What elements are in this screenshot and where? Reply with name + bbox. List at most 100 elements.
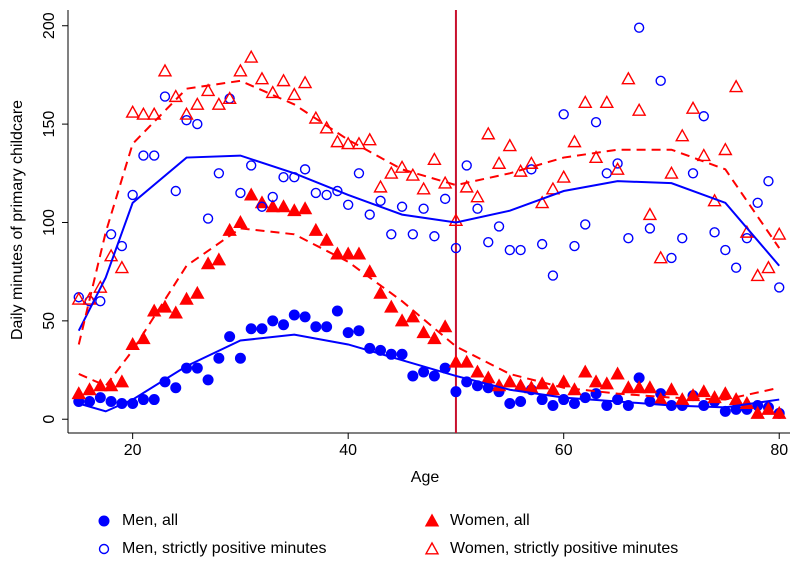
point <box>536 238 548 250</box>
point <box>666 252 677 264</box>
point <box>675 128 690 142</box>
point <box>450 242 462 254</box>
point <box>278 172 289 183</box>
point <box>362 132 377 146</box>
point <box>579 392 591 404</box>
point <box>127 189 138 201</box>
point <box>308 222 324 236</box>
point <box>256 323 268 335</box>
point <box>191 362 203 374</box>
point <box>655 75 666 87</box>
point <box>200 83 216 97</box>
point <box>181 114 192 126</box>
point <box>578 364 593 378</box>
legend-label: Women, strictly positive minutes <box>450 540 678 557</box>
x-tick-label: 60 <box>555 442 573 459</box>
point <box>213 168 225 179</box>
point <box>168 305 183 319</box>
point <box>179 291 194 305</box>
point <box>599 95 614 108</box>
point <box>612 158 623 169</box>
point <box>481 370 496 384</box>
point <box>244 49 259 63</box>
point <box>728 79 744 93</box>
point <box>728 392 744 406</box>
point <box>373 285 388 299</box>
point <box>418 203 429 214</box>
point <box>698 111 709 122</box>
point <box>136 331 151 345</box>
point <box>698 399 710 411</box>
point <box>95 295 106 307</box>
point <box>459 354 474 368</box>
point <box>612 394 624 406</box>
point <box>774 282 785 293</box>
point <box>287 87 302 101</box>
point <box>211 252 227 266</box>
point <box>718 386 733 400</box>
x-tick-label: 20 <box>124 442 142 459</box>
point <box>267 315 279 327</box>
point <box>545 382 561 396</box>
point <box>601 168 613 179</box>
point <box>664 382 679 396</box>
y-tick-label: 0 <box>41 415 58 424</box>
point <box>569 240 580 252</box>
point <box>394 313 410 327</box>
point <box>71 291 86 305</box>
x-axis-title: Age <box>411 469 440 486</box>
point <box>287 203 302 217</box>
point <box>234 352 246 364</box>
point <box>299 311 311 323</box>
point <box>396 201 408 212</box>
point <box>405 167 421 181</box>
point <box>202 374 214 386</box>
point <box>321 189 332 201</box>
point <box>504 397 516 409</box>
point <box>448 354 464 368</box>
x-tick-label: 80 <box>770 442 788 459</box>
point <box>224 331 236 343</box>
legend-label: Men, all <box>122 512 178 529</box>
point <box>384 299 399 313</box>
point <box>125 104 140 118</box>
point <box>513 378 528 392</box>
point <box>319 232 334 246</box>
point <box>276 73 291 87</box>
point <box>351 246 367 260</box>
y-tick-label: 100 <box>41 209 58 236</box>
point <box>623 233 634 244</box>
point <box>244 187 259 201</box>
point <box>93 378 108 392</box>
point <box>265 199 280 213</box>
point <box>633 22 645 33</box>
point <box>730 262 742 273</box>
point <box>297 75 313 89</box>
point <box>685 100 701 114</box>
legend-label: Women, all <box>450 512 530 529</box>
point <box>82 291 97 305</box>
point <box>772 405 787 419</box>
point <box>491 156 507 169</box>
point <box>265 85 280 99</box>
point <box>642 380 658 394</box>
y-tick-label: 50 <box>41 312 58 330</box>
point <box>245 323 257 335</box>
point <box>407 370 419 382</box>
point <box>687 168 699 179</box>
point <box>235 187 246 199</box>
point <box>211 96 227 110</box>
legend-marker <box>98 515 110 527</box>
point <box>472 203 483 214</box>
point <box>631 380 647 394</box>
point <box>105 396 117 408</box>
point <box>416 181 431 195</box>
point <box>696 384 711 398</box>
point <box>696 148 711 162</box>
point <box>103 378 119 392</box>
point <box>114 260 130 274</box>
point <box>534 195 550 209</box>
point <box>556 374 571 388</box>
point <box>310 321 322 333</box>
